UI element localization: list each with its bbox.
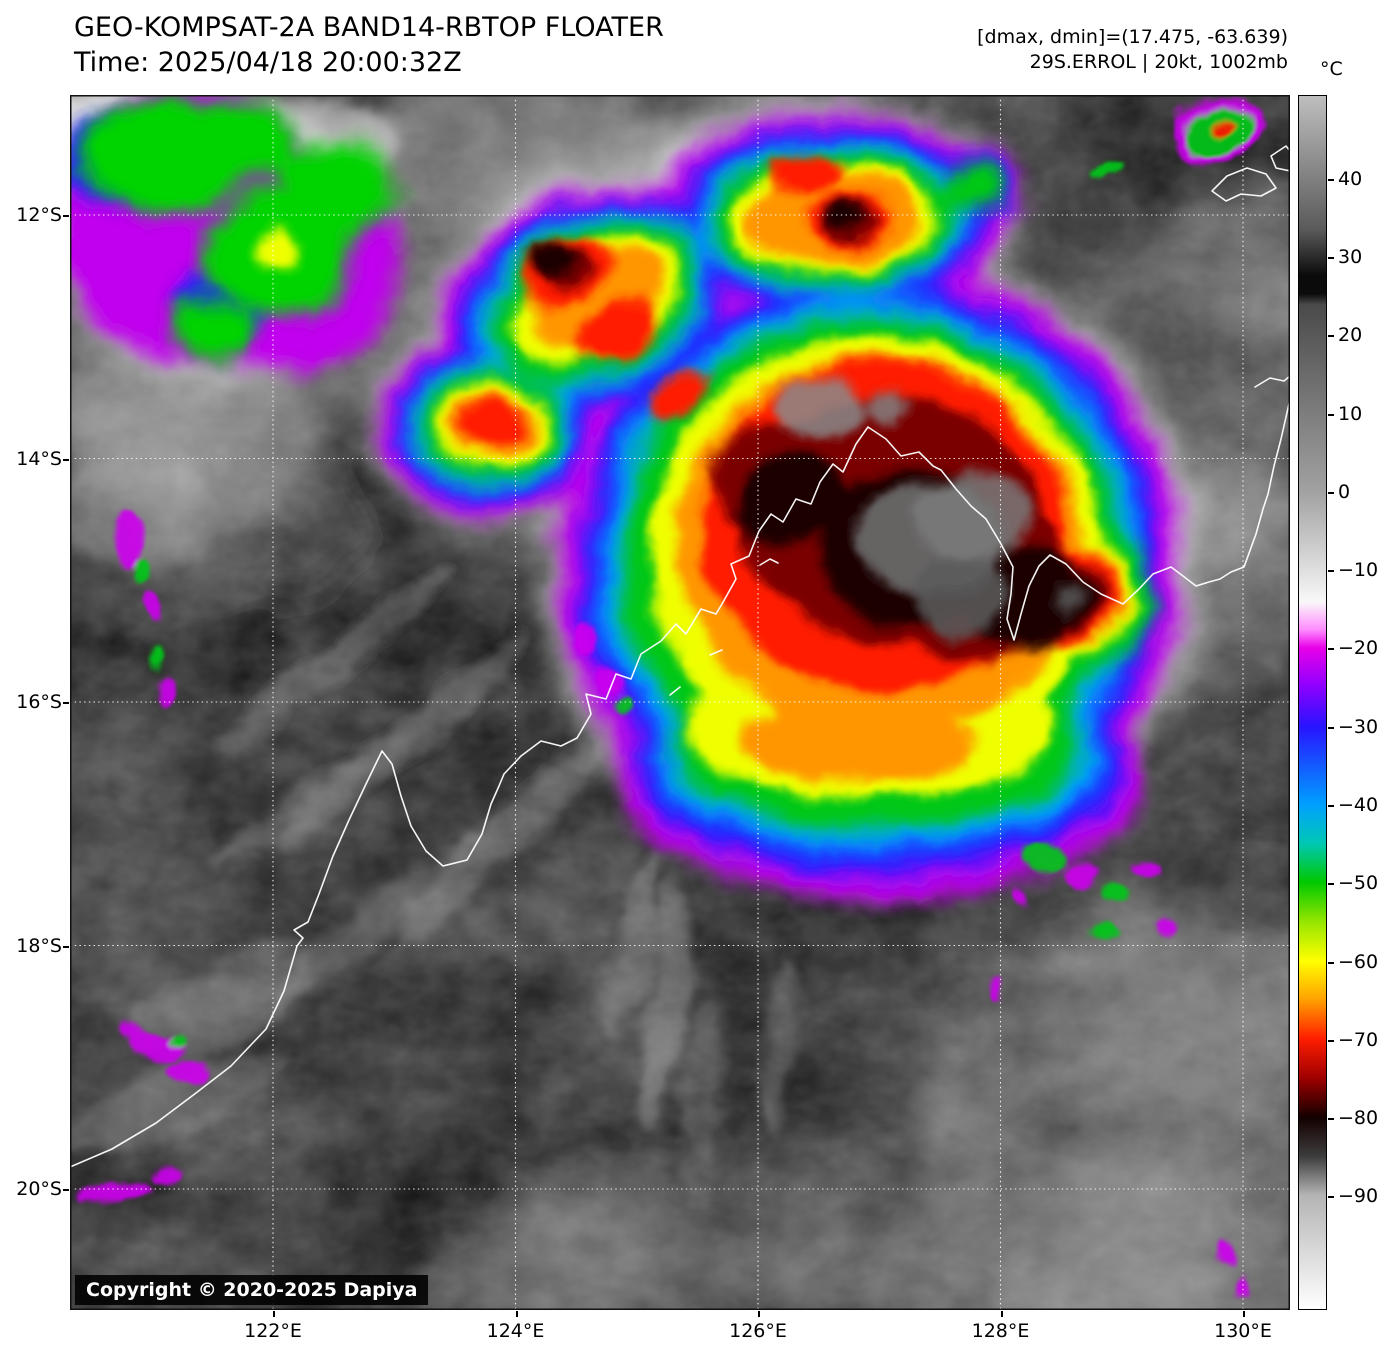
- product-title: GEO-KOMPSAT-2A BAND14-RBTOP FLOATER: [74, 12, 664, 43]
- colorbar-tick-mark: [1328, 805, 1334, 808]
- colorbar-tick-mark: [1328, 335, 1334, 338]
- colorbar-tick-mark: [1328, 1118, 1334, 1121]
- colorbar-tick-mark: [1328, 413, 1334, 416]
- lon-tick-label: 124°E: [486, 1320, 545, 1342]
- colorbar-tick-label: −50: [1338, 872, 1379, 895]
- lat-tick-label: 12°S: [16, 204, 62, 226]
- timestamp: Time: 2025/04/18 20:00:32Z: [74, 47, 462, 78]
- lat-tick-label: 16°S: [16, 691, 62, 713]
- lat-tick-mark: [63, 702, 69, 704]
- lon-tick-mark: [1243, 1311, 1245, 1317]
- colorbar-gradient: [1298, 95, 1327, 1310]
- lon-tick-mark: [273, 1311, 275, 1317]
- axes-frame: [70, 95, 1290, 1310]
- satellite-map: Copyright © 2020-2025 Dapiya: [70, 95, 1290, 1310]
- colorbar-tick-label: −20: [1338, 637, 1379, 660]
- colorbar-tick-label: 20: [1338, 324, 1363, 347]
- colorbar-tick-mark: [1328, 491, 1334, 494]
- colorbar-unit-label: °C: [1320, 58, 1343, 80]
- copyright-badge: Copyright © 2020-2025 Dapiya: [75, 1275, 429, 1305]
- storm-info: 29S.ERROL | 20kt, 1002mb: [1029, 51, 1288, 73]
- lon-tick-label: 130°E: [1214, 1320, 1272, 1342]
- lat-tick-label: 14°S: [16, 447, 62, 470]
- colorbar-tick-label: 30: [1338, 246, 1363, 269]
- lat-tick-mark: [63, 945, 69, 948]
- lat-tick-mark: [63, 215, 69, 217]
- colorbar-tick-mark: [1328, 1039, 1334, 1042]
- graticule: [70, 95, 1290, 1310]
- colorbar-tick-mark: [1328, 257, 1334, 260]
- coastline: [70, 145, 1290, 1168]
- lat-tick-mark: [63, 1189, 69, 1191]
- colorbar-tick-mark: [1328, 178, 1334, 181]
- colorbar-tick-mark: [1328, 648, 1334, 651]
- colorbar-tick-mark: [1328, 1196, 1334, 1199]
- satellite-imagery: [70, 95, 1290, 1310]
- lat-tick-mark: [63, 458, 69, 461]
- lon-tick-label: 122°E: [244, 1320, 302, 1342]
- lon-tick-mark: [758, 1311, 760, 1317]
- lon-tick-mark: [1000, 1311, 1003, 1317]
- colorbar-tick-mark: [1328, 961, 1334, 964]
- colorbar-tick-label: −30: [1338, 715, 1379, 738]
- colorbar-tick-mark: [1328, 726, 1334, 729]
- lon-tick-label: 126°E: [729, 1320, 787, 1342]
- colorbar-tick-mark: [1328, 883, 1334, 886]
- colorbar-tick-label: 10: [1338, 402, 1363, 425]
- colorbar-tick-label: −90: [1338, 1185, 1379, 1208]
- colorbar-tick-label: 0: [1338, 480, 1351, 503]
- lat-tick-label: 18°S: [16, 934, 62, 957]
- colorbar-tick-label: −60: [1338, 950, 1379, 973]
- lon-tick-label: 128°E: [971, 1320, 1030, 1342]
- lat-tick-label: 20°S: [16, 1178, 62, 1200]
- lon-tick-mark: [515, 1311, 518, 1317]
- colorbar-tick-label: 40: [1338, 167, 1363, 190]
- dmax-dmin-readout: [dmax, dmin]=(17.475, -63.639): [977, 26, 1288, 48]
- colorbar-tick-label: −40: [1338, 794, 1379, 817]
- colorbar-tick-label: −80: [1338, 1107, 1379, 1130]
- storm-color-layers: [70, 95, 1260, 1296]
- colorbar-tick-label: −10: [1338, 559, 1379, 582]
- colorbar-tick-mark: [1328, 570, 1334, 573]
- colorbar-tick-label: −70: [1338, 1028, 1379, 1051]
